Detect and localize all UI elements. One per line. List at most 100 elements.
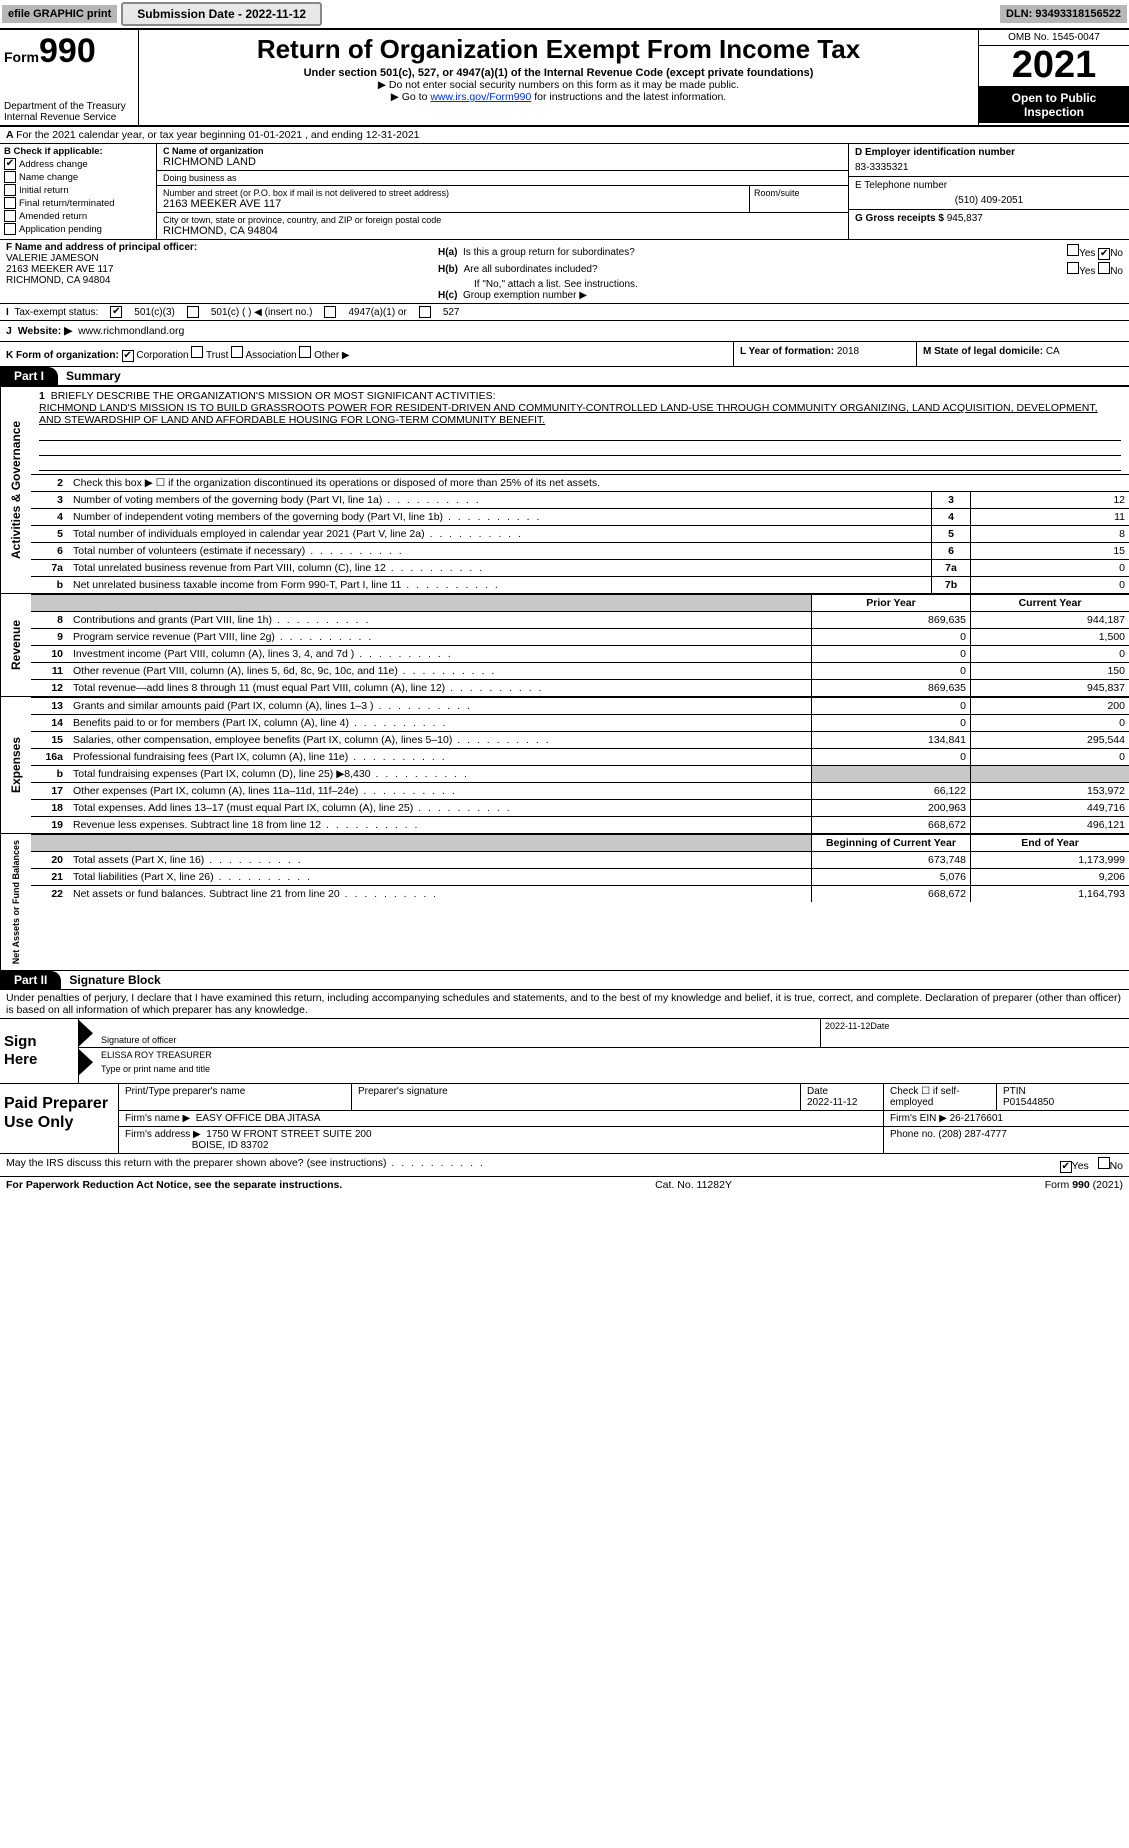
section-b-checkboxes: B Check if applicable: Address change Na…	[0, 144, 157, 239]
prior-year-cell: 5,076	[812, 869, 971, 886]
chk-501c[interactable]	[187, 306, 199, 318]
form-number: 990	[39, 32, 96, 70]
chk-trust[interactable]	[191, 346, 203, 358]
page-footer: For Paperwork Reduction Act Notice, see …	[0, 1177, 1129, 1193]
current-year-cell: 0	[971, 646, 1129, 663]
form-note2: ▶ Go to www.irs.gov/Form990 for instruct…	[145, 91, 972, 103]
vtab-governance: Activities & Governance	[0, 387, 31, 593]
table-row: Total liabilities (Part X, line 26)	[69, 869, 812, 886]
current-year-cell: 153,972	[971, 783, 1129, 800]
chk-corp[interactable]	[122, 350, 134, 362]
discuss-no[interactable]	[1098, 1157, 1110, 1169]
firm-ein: 26-2176601	[950, 1113, 1003, 1124]
table-row: Total number of individuals employed in …	[69, 526, 932, 543]
gross-receipts: 945,837	[947, 213, 983, 224]
row-j-website: J Website: ▶ www.richmondland.org	[0, 321, 1129, 342]
current-year-cell: 9,206	[971, 869, 1129, 886]
vtab-revenue: Revenue	[0, 594, 31, 696]
instructions-link[interactable]: www.irs.gov/Form990	[430, 91, 531, 103]
sign-here-label: Sign Here	[0, 1019, 78, 1083]
chk-final-return[interactable]	[4, 197, 16, 209]
year-formation: 2018	[837, 346, 859, 357]
chk-501c3[interactable]	[110, 306, 122, 318]
chk-other[interactable]	[299, 346, 311, 358]
prior-year-cell: 869,635	[812, 612, 971, 629]
table-row: Salaries, other compensation, employee b…	[69, 732, 812, 749]
current-year-cell: 295,544	[971, 732, 1129, 749]
header-title-box: Return of Organization Exempt From Incom…	[139, 30, 978, 125]
table-row: Number of voting members of the governin…	[69, 492, 932, 509]
section-net-assets: Net Assets or Fund Balances Beginning of…	[0, 833, 1129, 971]
section-deg: D Employer identification number 83-3335…	[848, 144, 1129, 239]
current-year-cell: 150	[971, 663, 1129, 680]
form-prefix: Form	[4, 49, 39, 65]
table-row: Professional fundraising fees (Part IX, …	[69, 749, 812, 766]
firm-addr1: 1750 W FRONT STREET SUITE 200	[206, 1129, 371, 1140]
ha-yes[interactable]	[1067, 244, 1079, 256]
dln-label: DLN: 93493318156522	[1000, 5, 1127, 23]
value-cell: 8	[971, 526, 1129, 543]
submission-date-button[interactable]: Submission Date - 2022-11-12	[121, 2, 322, 26]
ha-no[interactable]	[1098, 248, 1110, 260]
prior-year-cell: 668,672	[812, 886, 971, 903]
form-header: Form990 Department of the Treasury Inter…	[0, 30, 1129, 127]
prior-year-cell: 200,963	[812, 800, 971, 817]
room-suite: Room/suite	[749, 186, 848, 212]
principal-officer: F Name and address of principal officer:…	[0, 240, 432, 303]
chk-assoc[interactable]	[231, 346, 243, 358]
table-row: Other revenue (Part VIII, column (A), li…	[69, 663, 812, 680]
hb-no[interactable]	[1098, 262, 1110, 274]
table-row: Total expenses. Add lines 13–17 (must eq…	[69, 800, 812, 817]
vtab-netassets: Net Assets or Fund Balances	[0, 834, 31, 970]
open-to-public: Open to Public Inspection	[979, 87, 1129, 123]
table-row: Total assets (Part X, line 16)	[69, 852, 812, 869]
table-row: Benefits paid to or for members (Part IX…	[69, 715, 812, 732]
arrow-icon	[79, 1049, 93, 1075]
table-row: Contributions and grants (Part VIII, lin…	[69, 612, 812, 629]
table-row: Program service revenue (Part VIII, line…	[69, 629, 812, 646]
chk-address-change[interactable]	[4, 158, 16, 170]
value-cell: 0	[971, 577, 1129, 594]
table-row: Net unrelated business taxable income fr…	[69, 577, 932, 594]
prior-year-cell: 869,635	[812, 680, 971, 697]
self-employed-check[interactable]: Check ☐ if self-employed	[884, 1084, 997, 1111]
discuss-yes[interactable]	[1060, 1161, 1072, 1173]
arrow-icon	[79, 1020, 93, 1046]
current-year-cell: 944,187	[971, 612, 1129, 629]
prior-year-cell: 0	[812, 698, 971, 715]
prior-year-cell: 0	[812, 646, 971, 663]
current-year-cell: 1,164,793	[971, 886, 1129, 903]
chk-527[interactable]	[419, 306, 431, 318]
section-h: H(a) Is this a group return for subordin…	[432, 240, 1129, 303]
value-cell: 12	[971, 492, 1129, 509]
tax-year: 2021	[979, 46, 1129, 87]
section-c-name-addr: C Name of organization RICHMOND LAND Doi…	[157, 144, 848, 239]
row-a-period: A For the 2021 calendar year, or tax yea…	[0, 127, 1129, 144]
prior-year-cell: 673,748	[812, 852, 971, 869]
governance-table: 2Check this box ▶ ☐ if the organization …	[31, 474, 1129, 593]
chk-initial-return[interactable]	[4, 184, 16, 196]
prior-year-cell: 0	[812, 715, 971, 732]
section-governance: Activities & Governance 1 Briefly descri…	[0, 386, 1129, 593]
vtab-expenses: Expenses	[0, 697, 31, 833]
part-ii-header: Part II Signature Block	[0, 971, 1129, 990]
org-name: RICHMOND LAND	[163, 156, 842, 168]
chk-4947[interactable]	[324, 306, 336, 318]
perjury-statement: Under penalties of perjury, I declare th…	[0, 990, 1129, 1019]
table-row: Total fundraising expenses (Part IX, col…	[69, 766, 812, 783]
ein: 83-3335321	[855, 162, 1123, 173]
chk-amended[interactable]	[4, 210, 16, 222]
section-revenue: Revenue Prior YearCurrent Year 8 Contrib…	[0, 593, 1129, 696]
chk-application-pending[interactable]	[4, 223, 16, 235]
hb-yes[interactable]	[1067, 262, 1079, 274]
prior-year-cell: 0	[812, 663, 971, 680]
phone: (510) 409-2051	[855, 195, 1123, 206]
part-i-header: Part I Summary	[0, 367, 1129, 386]
form-note1: ▶ Do not enter social security numbers o…	[145, 79, 972, 91]
chk-name-change[interactable]	[4, 171, 16, 183]
table-row: Grants and similar amounts paid (Part IX…	[69, 698, 812, 715]
ptin: P01544850	[1003, 1097, 1054, 1108]
header-right-box: OMB No. 1545-0047 2021 Open to Public In…	[978, 30, 1129, 125]
firm-name: EASY OFFICE DBA JITASA	[196, 1113, 321, 1124]
firm-addr2: BOISE, ID 83702	[192, 1140, 269, 1151]
